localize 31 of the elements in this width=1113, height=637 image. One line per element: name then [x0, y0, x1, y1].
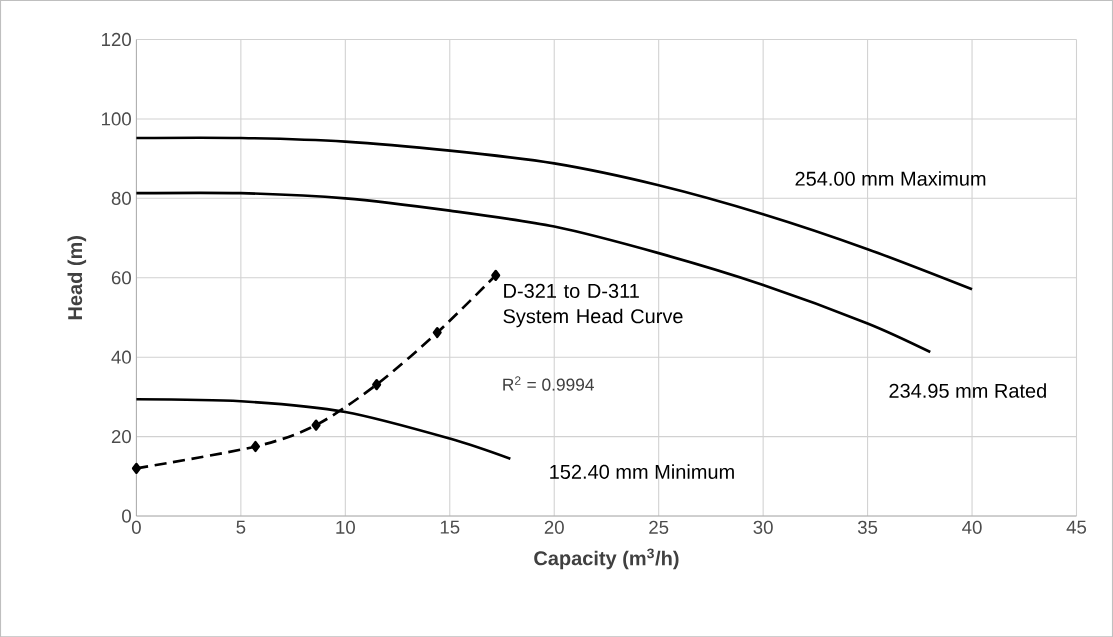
line-series: [135, 191, 932, 354]
y-tick-label: 0: [122, 509, 131, 523]
x-tick-label: 30: [753, 520, 773, 534]
point: [131, 462, 141, 474]
point: [491, 269, 501, 281]
x-tick-label: 15: [440, 520, 460, 534]
y-tick-label: 20: [111, 429, 131, 443]
text: 234.95 mm Rated: [889, 382, 1046, 398]
y-tick-label: 40: [111, 350, 131, 364]
x-tick-label: 10: [336, 520, 355, 534]
y-axis-title: Head (m): [67, 235, 87, 319]
x-tick-label: 45: [1066, 520, 1087, 534]
point: [432, 326, 442, 338]
x-tick-label: 0: [131, 520, 141, 534]
x-tick-label: 40: [962, 520, 982, 534]
point: [311, 419, 321, 431]
x-axis-title: Capacity (m$^{3}$/h): [534, 548, 679, 570]
x-tick-label: 5: [236, 520, 246, 534]
point: [250, 440, 261, 452]
x-tick-label: 20: [544, 520, 564, 534]
annotation: R$^{2}$ = 0.9994: [503, 376, 594, 391]
series-label: 254.00 mm Maximum: [795, 170, 986, 186]
series-label: D-321 to D-311 System Head Curve: [503, 283, 683, 328]
text: 152.40 mm Minimum: [550, 463, 734, 479]
y-tick-label: 80: [111, 191, 131, 205]
y-tick-label: 100: [102, 112, 131, 126]
x-tick-label: 25: [649, 520, 669, 534]
x-tick-label: 35: [857, 520, 878, 534]
point: [372, 378, 382, 390]
y-tick-label: 120: [102, 32, 131, 46]
y-tick-label: 60: [111, 270, 131, 285]
